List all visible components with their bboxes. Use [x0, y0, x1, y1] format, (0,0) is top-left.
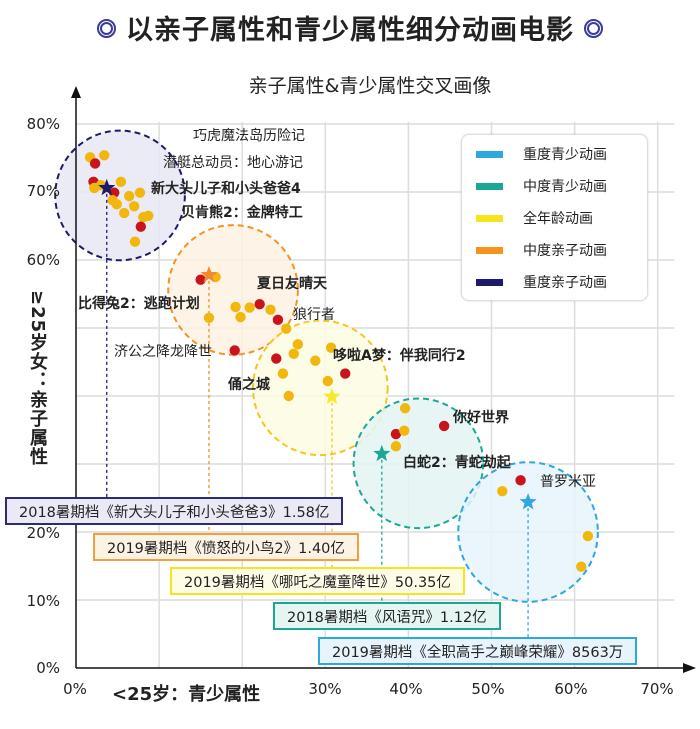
box-medium-family-example: 2019暑期档《愤怒的小鸟2》1.40亿 — [93, 533, 359, 561]
data-point — [203, 312, 215, 323]
data-point — [128, 201, 140, 212]
x-tick-60: 60% — [554, 680, 588, 698]
data-point — [310, 355, 321, 366]
data-point — [244, 302, 255, 313]
annotation-datou4: 新大头儿子和小头爸爸4 — [151, 181, 301, 197]
data-point — [283, 390, 294, 402]
cluster-circle — [457, 461, 599, 603]
data-point — [322, 375, 333, 387]
annotation-yongzhicheng: 俑之城 — [228, 377, 270, 393]
data-point — [118, 207, 130, 219]
y-tick-0: 0% — [36, 659, 60, 677]
legend-item-heavy-family: 重度亲子动画 — [476, 272, 607, 292]
data-point — [515, 475, 526, 486]
legend-swatch — [476, 214, 503, 222]
legend-item-heavy-youth: 重度青少动画 — [476, 144, 607, 164]
legend-swatch — [476, 246, 503, 254]
x-axis-arrow-icon — [683, 663, 696, 673]
data-point — [288, 348, 299, 360]
data-point — [272, 314, 284, 326]
data-point — [325, 342, 337, 353]
y-tick-60: 60% — [26, 251, 60, 269]
data-point — [99, 150, 110, 161]
y-tick-10: 10% — [26, 592, 60, 610]
title-text: 以亲子属性和青少属性细分动画电影 — [126, 15, 574, 46]
data-point — [576, 561, 587, 572]
data-point — [230, 301, 241, 313]
annotation-qiaohu: 巧虎魔法岛历险记 — [193, 128, 305, 144]
legend-swatch — [476, 278, 503, 286]
cluster-star-icon — [519, 493, 537, 510]
data-point — [497, 486, 508, 497]
data-point — [89, 158, 101, 169]
box-heavy-youth-example: 2019暑期档《全职高手之巅峰荣耀》8563万 — [318, 637, 638, 665]
data-point — [195, 274, 206, 285]
x-axis-label: <25岁：青少属性 — [112, 684, 261, 705]
annotation-nihaoshijie: 你好世界 — [453, 410, 509, 426]
data-point — [399, 425, 410, 436]
annotation-jigong: 济公之降龙降世 — [114, 344, 212, 360]
legend-item-medium-youth: 中度青少动画 — [476, 176, 607, 196]
legend-item-all-ages: 全年龄动画 — [476, 208, 593, 228]
x-tick-30: 30% — [308, 680, 342, 698]
data-point — [135, 221, 147, 232]
data-point — [271, 353, 282, 364]
x-tick-70: 70% — [640, 680, 674, 698]
annotation-doraemon2: 哆啦A梦：伴我同行2 — [333, 348, 466, 364]
cluster-star-icon — [200, 266, 218, 283]
x-tick-50: 50% — [471, 680, 505, 698]
cluster-star-icon — [323, 387, 341, 404]
y-axis-arrow-icon — [71, 86, 81, 98]
box-medium-youth-example: 2018暑期档《风语咒》1.12亿 — [273, 602, 501, 630]
data-point — [390, 441, 402, 452]
y-tick-20: 20% — [26, 524, 60, 542]
data-point — [281, 323, 292, 334]
annotation-bidetu2: 比得兔2：逃跑计划 — [78, 296, 200, 312]
data-point — [111, 199, 122, 210]
annotation-baishe2: 白蛇2：青蛇劫起 — [403, 455, 511, 471]
chart-legend: 重度青少动画 中度青少动画 全年龄动画 中度亲子动画 重度亲子动画 — [461, 134, 648, 301]
annotation-puluomiya: 普罗米亚 — [540, 474, 596, 490]
data-point — [277, 368, 289, 379]
data-point — [265, 304, 276, 315]
page-title: 以亲子属性和青少属性细分动画电影 — [0, 8, 700, 47]
data-point — [115, 176, 127, 187]
data-point — [438, 420, 450, 432]
ring-icon — [97, 19, 116, 38]
data-point — [229, 345, 240, 356]
legend-swatch — [476, 150, 503, 158]
data-point — [390, 428, 402, 440]
data-point — [399, 403, 411, 414]
x-tick-40: 40% — [389, 680, 423, 698]
box-heavy-family-example: 2018暑期档《新大头儿子和小头爸爸3》1.58亿 — [5, 497, 344, 525]
annotation-beikenxiong2: 贝肯熊2：金牌特工 — [181, 205, 303, 221]
y-tick-80: 80% — [26, 115, 60, 133]
annotation-langxingzhe: 狼行者 — [293, 307, 335, 323]
legend-swatch — [476, 182, 503, 190]
data-point — [292, 339, 304, 350]
x-tick-0: 0% — [63, 680, 87, 698]
cluster-star-icon — [373, 444, 391, 462]
cluster-circle — [54, 129, 186, 262]
cluster-circle — [252, 319, 389, 457]
box-all-ages-example: 2019暑期档《哪吒之魔童降世》50.35亿 — [170, 567, 465, 595]
data-point — [582, 530, 594, 542]
chart-title: 亲子属性&青少属性交叉画像 — [248, 75, 492, 97]
annotation-xiariyouqingtian: 夏日友晴天 — [257, 276, 327, 292]
legend-item-medium-family: 中度亲子动画 — [476, 240, 607, 260]
y-axis-label: ≥25岁女：亲子属性 — [27, 290, 48, 467]
cluster-circle — [352, 397, 485, 530]
y-tick-70: 70% — [26, 182, 60, 200]
data-point — [134, 187, 146, 198]
annotation-qianting: 潜艇总动员：地心游记 — [163, 155, 303, 171]
data-point — [340, 368, 351, 379]
ring-icon — [584, 19, 603, 38]
data-point — [254, 299, 265, 310]
data-point — [129, 236, 141, 247]
data-point — [235, 311, 246, 323]
cluster-star-icon — [98, 178, 116, 196]
data-point — [123, 190, 135, 202]
data-point — [143, 210, 154, 221]
